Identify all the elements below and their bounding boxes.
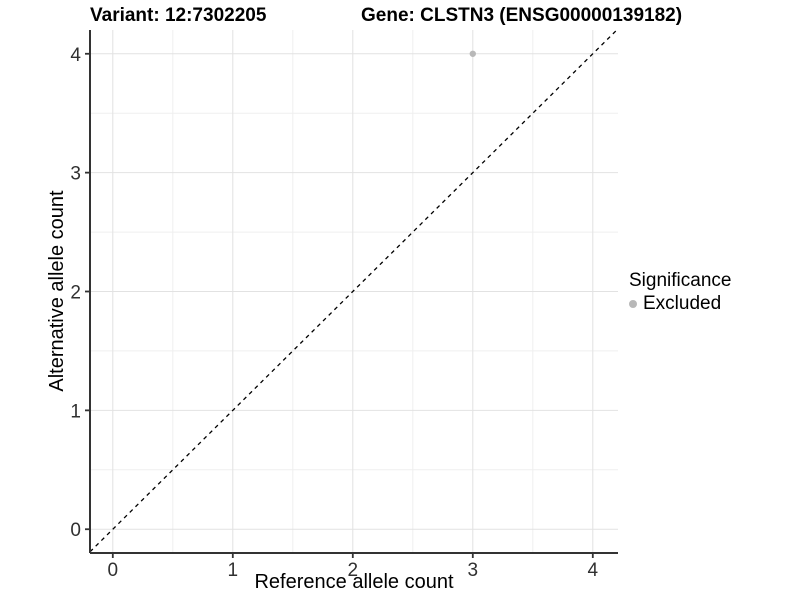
- y-tick-label: 3: [70, 164, 81, 185]
- excluded-point-icon: [629, 300, 637, 308]
- x-tick-label: 0: [108, 560, 119, 581]
- variant-title: Variant: 12:7302205: [90, 5, 267, 26]
- y-tick-label: 1: [70, 401, 81, 422]
- x-tick-label: 4: [588, 560, 599, 581]
- x-tick-label: 1: [228, 560, 239, 581]
- x-tick-label: 3: [468, 560, 479, 581]
- y-axis-title: Alternative allele count: [46, 190, 68, 392]
- x-tick-label: 2: [348, 560, 359, 581]
- legend-title: Significance: [629, 270, 732, 291]
- legend: Significance Excluded: [629, 270, 731, 315]
- legend-item-excluded: Excluded: [629, 293, 731, 315]
- x-axis-title: Reference allele count: [254, 571, 454, 593]
- y-tick-label: 0: [70, 520, 81, 541]
- identity-dashed-line: [89, 29, 618, 553]
- y-tick-label: 4: [70, 45, 81, 66]
- y-tick-label: 2: [70, 283, 81, 304]
- legend-item-label: Excluded: [643, 293, 722, 314]
- gene-title: Gene: CLSTN3 (ENSG00000139182): [361, 5, 683, 26]
- data-point-excluded: [469, 50, 476, 57]
